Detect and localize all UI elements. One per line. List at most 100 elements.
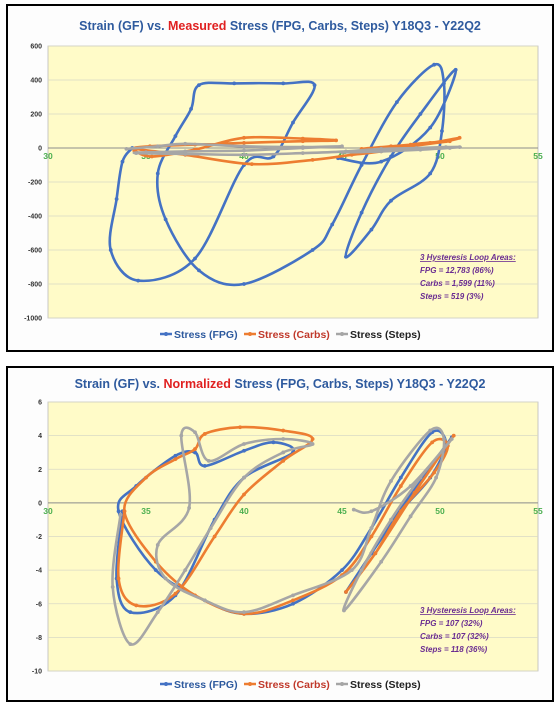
annotation-line: FPG = 107 (32%) (420, 619, 483, 628)
data-point (428, 171, 433, 176)
data-point (187, 506, 192, 510)
data-point (134, 151, 139, 156)
data-point (351, 507, 356, 512)
data-point (202, 598, 207, 603)
data-point (389, 517, 393, 522)
data-point (163, 576, 168, 581)
x-tick-label: 45 (337, 506, 347, 516)
data-point (144, 150, 148, 155)
chart-title-part: Normalized (164, 377, 231, 391)
data-point (242, 135, 246, 140)
data-point (193, 256, 197, 261)
data-point (340, 150, 344, 155)
data-point (281, 458, 286, 463)
data-point (442, 81, 446, 86)
legend-label: Stress (Steps) (350, 329, 421, 341)
data-point (457, 135, 462, 140)
data-point (136, 278, 141, 283)
data-point (430, 440, 435, 445)
x-tick-label: 55 (533, 151, 543, 161)
data-point (379, 559, 384, 564)
data-point (116, 576, 121, 581)
annotation-header: 3 Hysteresis Loop Areas: (420, 253, 516, 262)
data-point (398, 484, 403, 488)
y-tick-label: 2 (38, 467, 42, 474)
data-point (389, 479, 393, 483)
chart-title-part: Stress (FPG, Carbs, Steps) Y18Q3 - Y22Q2 (226, 19, 481, 33)
data-point (189, 107, 193, 111)
x-tick-label: 50 (435, 506, 445, 516)
data-point (153, 568, 158, 573)
data-point (242, 448, 246, 453)
data-point (457, 145, 462, 150)
data-point (291, 593, 295, 598)
data-point (442, 437, 446, 441)
y-tick-label: -600 (28, 248, 42, 255)
data-point (281, 450, 286, 455)
chart-title-part: Strain (GF) vs. (79, 19, 168, 33)
y-tick-label: -2 (36, 534, 42, 541)
data-point (144, 475, 148, 480)
data-point (242, 152, 246, 157)
data-point (173, 591, 178, 596)
x-tick-label: 30 (43, 506, 53, 516)
chart-title-part: Measured (168, 19, 226, 33)
y-tick-label: -8 (36, 635, 42, 642)
y-tick-label: -1000 (24, 316, 42, 323)
data-point (197, 83, 201, 87)
data-point (428, 428, 433, 433)
chart-title-part: Strain (GF) vs. (75, 377, 164, 391)
data-point (349, 152, 354, 157)
data-point (291, 598, 295, 603)
y-tick-label: 4 (38, 433, 42, 440)
data-point (193, 430, 197, 435)
data-point (359, 210, 364, 215)
data-point (118, 512, 123, 517)
data-point (443, 145, 448, 150)
chart-title-part: Stress (FPG, Carbs, Steps) Y18Q3 - Y22Q2 (231, 377, 486, 391)
x-tick-label: 30 (43, 151, 53, 161)
legend-marker (248, 332, 252, 336)
annotation-line: Steps = 118 (36%) (420, 645, 488, 654)
data-point (418, 475, 423, 480)
data-point (197, 268, 201, 273)
data-point (340, 144, 344, 149)
data-point (173, 457, 178, 462)
data-point (369, 526, 374, 530)
data-point (242, 282, 246, 286)
legend-label: Stress (Carbs) (258, 679, 330, 691)
data-point (432, 62, 437, 67)
data-point (300, 151, 305, 156)
data-point (330, 222, 335, 227)
data-point (242, 492, 246, 497)
data-point (173, 453, 178, 458)
data-point (193, 450, 197, 455)
data-point (108, 248, 113, 252)
data-point (428, 125, 433, 130)
data-point (449, 437, 454, 441)
chart-svg-measured: Strain (GF) vs. Measured Stress (FPG, Ca… (24, 19, 543, 341)
data-point (379, 149, 384, 154)
y-tick-label: -4 (36, 568, 42, 575)
x-tick-label: 35 (141, 506, 151, 516)
data-point (116, 509, 121, 514)
chart-panel-normalized: Strain (GF) vs. Normalized Stress (FPG, … (6, 366, 554, 702)
data-point (451, 433, 456, 438)
legend-label: Stress (Steps) (350, 679, 421, 691)
data-point (163, 217, 168, 222)
y-tick-label: 0 (38, 500, 42, 507)
data-point (310, 248, 315, 252)
annotation-line: Carbs = 107 (32%) (420, 632, 489, 641)
annotation-line: FPG = 12,783 (86%) (420, 266, 494, 275)
data-point (447, 139, 452, 144)
y-tick-label: -10 (32, 669, 42, 676)
data-point (179, 433, 184, 438)
data-point (344, 149, 348, 154)
data-point (432, 470, 437, 475)
data-point (408, 142, 413, 147)
data-point (359, 568, 364, 573)
legend-marker (340, 682, 344, 686)
data-point (342, 608, 346, 613)
data-point (369, 148, 374, 153)
data-point (310, 437, 315, 441)
